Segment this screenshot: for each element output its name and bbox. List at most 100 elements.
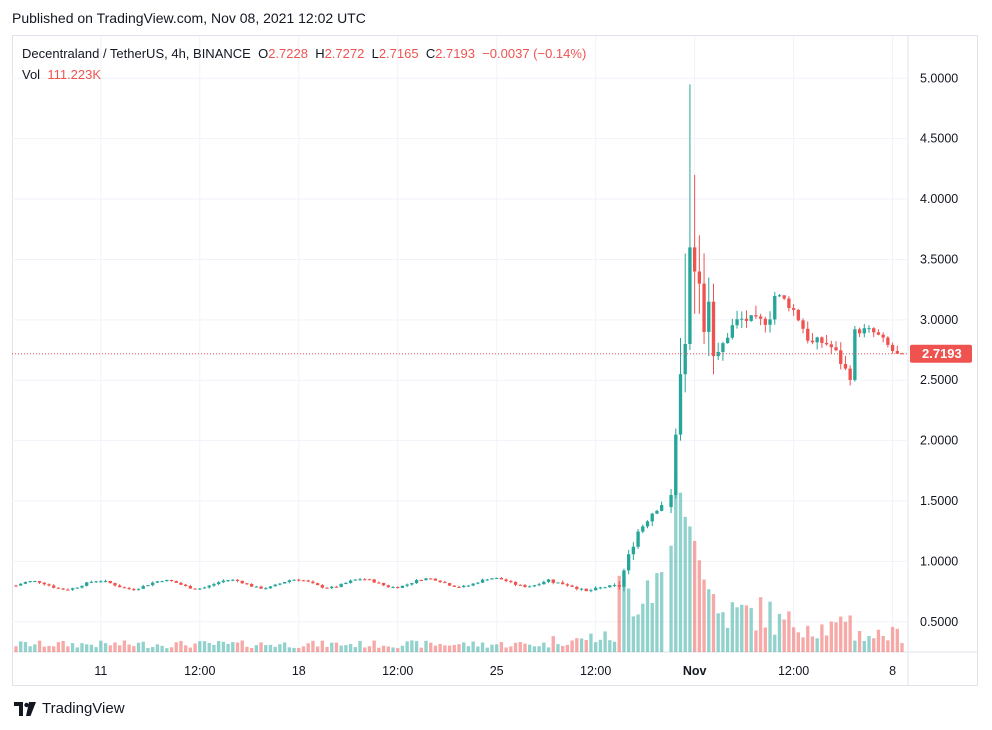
candle-body bbox=[226, 580, 230, 582]
volume-bar bbox=[414, 641, 419, 652]
y-tick-label: 3.5000 bbox=[920, 252, 958, 266]
volume-bar bbox=[603, 631, 607, 652]
candle-body bbox=[462, 585, 466, 588]
y-tick-label: 0.5000 bbox=[920, 615, 958, 629]
volume-bar bbox=[556, 644, 560, 652]
candle-body bbox=[85, 582, 89, 586]
volume-bar bbox=[396, 648, 400, 652]
volume-bar bbox=[598, 639, 603, 652]
volume-bar bbox=[829, 621, 833, 652]
candle-body bbox=[19, 583, 23, 586]
volume-bar bbox=[273, 646, 277, 652]
candle-body bbox=[14, 585, 18, 587]
candle-body bbox=[542, 581, 546, 585]
volume-bar bbox=[730, 602, 735, 652]
volume-bar bbox=[245, 646, 249, 652]
candle-body bbox=[895, 351, 899, 354]
volume-bar bbox=[773, 634, 777, 652]
symbol-label: Decentraland / TetherUS, 4h, BINANCE bbox=[22, 46, 251, 61]
y-tick-label: 3.0000 bbox=[920, 313, 958, 327]
candle-body bbox=[268, 586, 273, 589]
volume-bar bbox=[900, 643, 904, 652]
candle-body bbox=[603, 587, 607, 589]
tradingview-logo[interactable]: TradingView bbox=[14, 700, 125, 717]
volume-bar bbox=[546, 647, 551, 652]
volume-bar bbox=[787, 611, 791, 652]
candle-body bbox=[414, 580, 419, 584]
candle-body bbox=[146, 585, 150, 587]
candle-body bbox=[650, 513, 654, 522]
volume-bar bbox=[523, 643, 527, 652]
candle-body bbox=[103, 580, 108, 582]
candle-body bbox=[325, 587, 329, 589]
candle-body bbox=[339, 584, 343, 587]
candle-body bbox=[42, 582, 46, 585]
chart-grid bbox=[12, 36, 978, 685]
candle-body bbox=[363, 579, 367, 581]
volume-bar bbox=[815, 638, 819, 652]
volume-bar bbox=[626, 588, 631, 652]
volume-bar bbox=[495, 644, 499, 652]
volume-bar bbox=[895, 628, 899, 652]
volume-bar bbox=[419, 647, 423, 652]
candle-body bbox=[546, 579, 551, 582]
last-price-badge bbox=[910, 344, 972, 363]
volume-bar bbox=[443, 645, 447, 652]
candle-body bbox=[702, 283, 706, 332]
candle-body bbox=[410, 583, 414, 585]
volume-bar bbox=[381, 645, 386, 652]
price-axis: 5.0000 4.5000 4.0000 3.5000 3.0000 2.5000 2.00… bbox=[920, 71, 958, 629]
volume-bar bbox=[235, 642, 240, 652]
open-label: O bbox=[258, 46, 269, 61]
candle-body bbox=[485, 579, 489, 581]
volume-bar bbox=[132, 646, 136, 652]
candle-body bbox=[659, 505, 664, 511]
candle-body bbox=[132, 589, 136, 591]
candle-body bbox=[810, 340, 815, 343]
volume-bar bbox=[867, 636, 871, 652]
candle-body bbox=[183, 584, 188, 587]
candle-body bbox=[113, 583, 117, 586]
volume-bar bbox=[890, 626, 895, 652]
candle-body bbox=[499, 577, 504, 580]
candle-body bbox=[127, 588, 131, 590]
candle-body bbox=[372, 579, 376, 583]
candle-body bbox=[386, 585, 390, 588]
candle-body bbox=[212, 584, 216, 586]
y-tick-label: 1.0000 bbox=[920, 554, 958, 568]
candle-body bbox=[537, 584, 541, 586]
candle-body bbox=[447, 583, 452, 586]
volume-bar bbox=[485, 647, 489, 652]
volume-bar bbox=[490, 644, 494, 652]
volume-bar bbox=[565, 644, 570, 652]
volume-bar bbox=[113, 642, 117, 652]
candle-body bbox=[584, 588, 588, 592]
volume-bar bbox=[749, 608, 753, 652]
candle-body bbox=[179, 582, 183, 585]
y-tick-label: 2.5000 bbox=[920, 373, 958, 387]
low-label: L bbox=[371, 46, 379, 61]
candle-body bbox=[721, 343, 725, 352]
candle-body bbox=[556, 582, 560, 584]
volume-bar bbox=[127, 644, 131, 652]
x-tick-label: 11 bbox=[94, 664, 107, 678]
x-tick-label: 12:00 bbox=[382, 664, 413, 678]
candle-body bbox=[278, 583, 282, 585]
candle-body bbox=[532, 585, 537, 587]
candle-body bbox=[862, 328, 866, 334]
volume-bar bbox=[282, 642, 287, 652]
volume-bar bbox=[575, 638, 579, 652]
candle-body bbox=[452, 585, 456, 587]
candle-body bbox=[61, 588, 65, 590]
candle-body bbox=[796, 309, 800, 321]
volume-bar bbox=[636, 614, 640, 652]
volume-bar bbox=[240, 640, 244, 652]
volume-bar bbox=[796, 632, 800, 652]
volume-bar bbox=[782, 619, 786, 652]
volume-bar bbox=[532, 646, 537, 652]
candle-body bbox=[669, 494, 673, 508]
volume-bar bbox=[330, 642, 334, 652]
volume-bar bbox=[339, 645, 343, 652]
candle-body bbox=[848, 368, 852, 380]
